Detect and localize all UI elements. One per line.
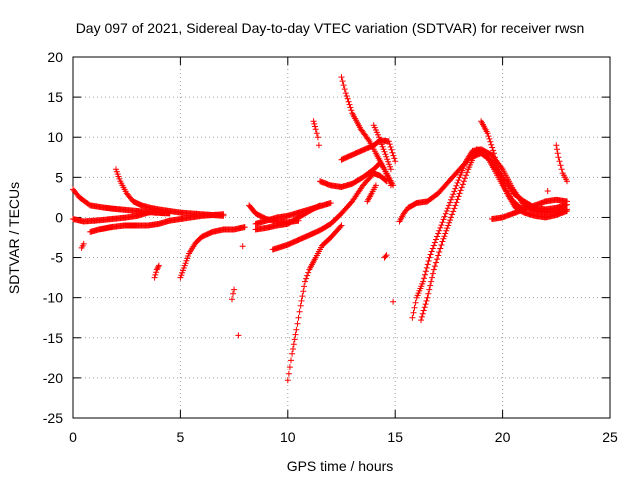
y-tick-label: 0 <box>55 209 63 225</box>
y-tick-label: -5 <box>51 250 64 266</box>
series-arc-20 <box>364 182 379 205</box>
series-arc-08 <box>229 286 238 303</box>
data-point-markers <box>113 166 227 219</box>
x-tick-label: 0 <box>69 429 77 445</box>
series-arc-16 <box>310 118 322 149</box>
y-tick-label: 10 <box>47 129 63 145</box>
data-point-markers <box>70 208 162 225</box>
series-arc-06 <box>151 262 162 281</box>
data-point-markers <box>310 118 322 149</box>
data-point-markers <box>284 222 345 384</box>
y-tick-label: -25 <box>43 410 63 426</box>
data-point-markers <box>488 196 570 222</box>
y-axis-label: SDTVAR / TECUs <box>6 182 22 294</box>
data-point-markers <box>381 252 390 261</box>
series-arc-29 <box>553 142 570 185</box>
series-arc-07 <box>177 224 248 281</box>
series-arc-30 <box>544 188 551 194</box>
axis-ticks: 0 5 10 15 20 25 -25 -20 -15 -10 -5 0 5 10 15 20 <box>43 49 618 445</box>
x-axis-label: GPS time / hours <box>287 458 394 474</box>
data-point-markers <box>239 243 246 250</box>
data-point-markers <box>235 332 242 339</box>
data-point-markers <box>252 202 323 233</box>
plot-frame <box>72 56 611 419</box>
data-point-markers <box>478 118 570 221</box>
series-arc-27 <box>478 118 570 221</box>
data-point-markers <box>78 240 87 251</box>
data-point-markers <box>269 170 390 253</box>
data-point-markers <box>544 188 551 194</box>
data-point-markers <box>151 262 162 281</box>
series-arc-02 <box>70 208 162 225</box>
x-tick-label: 15 <box>387 429 403 445</box>
series-arc-21 <box>370 122 394 173</box>
x-tick-label: 25 <box>602 429 618 445</box>
data-point-markers <box>177 224 248 281</box>
data-point-markers <box>364 182 379 205</box>
series-arc-10 <box>239 243 246 250</box>
data-point-markers <box>396 150 570 225</box>
series-arc-24 <box>396 150 570 225</box>
grid <box>73 57 610 418</box>
series-arc-28 <box>488 196 570 222</box>
series-arc-09 <box>235 332 242 339</box>
data-point-markers <box>553 142 570 185</box>
data-point-markers <box>229 286 238 303</box>
series-arc-14 <box>269 170 390 253</box>
series-arc-15 <box>284 222 345 384</box>
data-points <box>70 74 570 384</box>
y-tick-label: 15 <box>47 89 63 105</box>
series-arc-25 <box>409 146 570 321</box>
series-arc-18 <box>317 159 394 190</box>
series-arc-26 <box>418 146 528 324</box>
y-tick-label: -15 <box>43 330 63 346</box>
data-point-markers <box>370 122 394 173</box>
y-tick-label: -20 <box>43 370 63 386</box>
data-point-markers <box>390 298 397 305</box>
series-arc-23 <box>390 298 397 305</box>
data-point-markers <box>418 146 528 324</box>
chart-title: Day 097 of 2021, Sidereal Day-to-day VTE… <box>76 20 585 36</box>
series-arc-04 <box>113 166 227 219</box>
y-tick-label: 5 <box>55 169 63 185</box>
series-arc-05 <box>78 240 87 251</box>
x-tick-label: 10 <box>280 429 296 445</box>
y-tick-label: 20 <box>47 49 63 65</box>
data-point-markers <box>317 159 394 190</box>
series-arc-22 <box>381 252 390 261</box>
x-tick-label: 20 <box>495 429 511 445</box>
data-point-markers <box>409 146 570 321</box>
x-tick-label: 5 <box>177 429 185 445</box>
y-tick-label: -10 <box>43 290 63 306</box>
series-arc-13 <box>252 202 323 233</box>
